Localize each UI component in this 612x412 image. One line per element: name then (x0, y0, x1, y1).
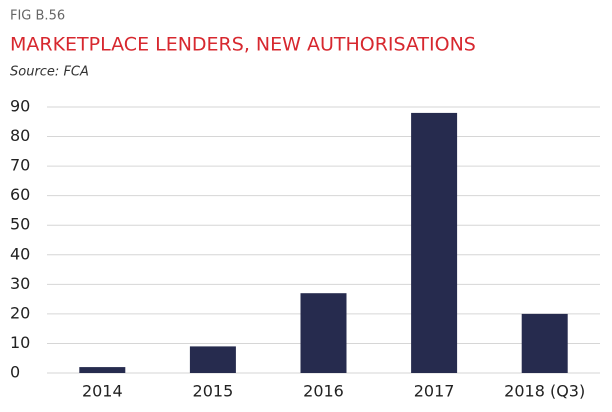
bar (521, 313, 568, 373)
chart-title: MARKETPLACE LENDERS, NEW AUTHORISATIONS (10, 34, 476, 56)
bar (300, 293, 347, 373)
bar (189, 346, 236, 373)
y-tick-label: 50 (10, 215, 30, 234)
bar (79, 367, 126, 373)
bar (411, 112, 458, 374)
x-tick-label: 2014 (82, 382, 123, 401)
y-tick-label: 40 (10, 244, 30, 263)
y-tick-label: 90 (10, 97, 30, 116)
source: Source: FCA (10, 65, 89, 80)
y-tick-label: 30 (10, 274, 30, 293)
x-tick-label: 2018 (Q3) (504, 382, 585, 401)
x-tick-label: 2016 (303, 382, 344, 401)
x-tick-label: 2017 (414, 382, 455, 401)
y-tick-label: 20 (10, 303, 30, 322)
y-tick-label: 10 (10, 333, 30, 352)
x-tick-label: 2015 (193, 382, 234, 401)
y-tick-label: 60 (10, 185, 30, 204)
y-tick-label: 70 (10, 156, 30, 175)
y-tick-label: 0 (10, 363, 20, 382)
y-tick-label: 80 (10, 126, 30, 145)
figure-label: FIG B.56 (10, 9, 65, 24)
